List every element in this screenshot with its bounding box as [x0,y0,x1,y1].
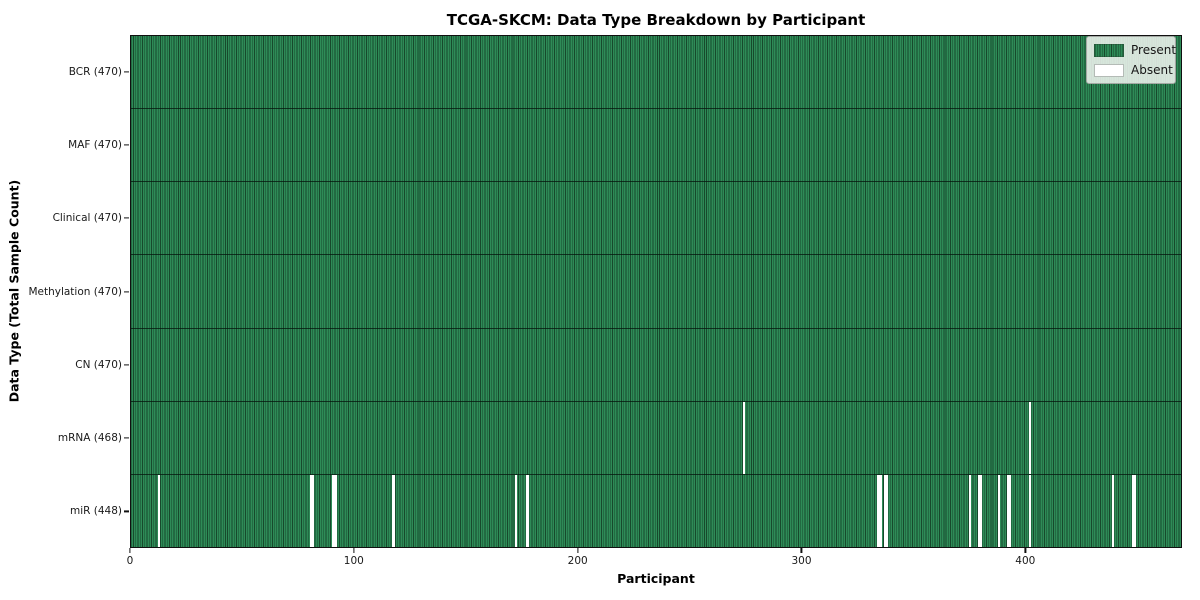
legend-swatch-present [1094,43,1124,57]
absent-mark-mir-380 [979,474,983,547]
x-tick-mark [577,548,579,553]
y-tick-label-methylation: Methylation (470) [28,285,122,298]
legend-entry-absent: Absent [1094,63,1173,77]
absent-mark-mir-81 [311,474,315,547]
heatmap-row-maf [131,108,1181,182]
x-tick-label-0: 0 [126,555,134,567]
absent-mark-mir-449 [1134,474,1137,547]
legend: Present Absent [1086,36,1176,84]
x-tick-label-100: 100 [343,555,364,567]
absent-mark-mir-439 [1111,474,1114,547]
absent-mark-mir-91 [334,474,337,547]
x-tick-label-200: 200 [567,555,588,567]
x-tick-mark [353,548,355,553]
y-tick-mark [124,437,129,439]
heatmap-row-clinical [131,181,1181,255]
absent-mark-mir-80 [309,474,312,547]
heatmap-row-mir [131,473,1181,547]
absent-mark-mir-375 [968,474,971,547]
absent-mark-mrna-402 [1029,401,1032,474]
absent-mark-mir-172 [515,474,518,547]
absent-mark-mir-338 [886,474,889,547]
heatmap-row-cn [131,327,1181,401]
absent-mark-mir-90 [332,474,335,547]
y-tick-label-bcr: BCR (470) [68,65,122,78]
y-axis-label: Data Type (Total Sample Count) [6,179,22,403]
heatmap-row-methylation [131,254,1181,328]
x-axis-label: Participant [617,571,695,586]
absent-mark-mir-177 [526,474,529,547]
absent-mark-mir-448 [1131,474,1135,547]
absent-mark-mir-392 [1006,474,1009,547]
absent-mark-mrna-274 [743,401,746,474]
legend-label-absent: Absent [1131,63,1173,77]
y-tick-label-mir: miR (448) [69,505,122,518]
absent-mark-mir-393 [1008,474,1012,547]
absent-mark-mir-337 [883,474,887,547]
absent-mark-mir-12 [157,474,161,547]
legend-swatch-absent [1094,63,1124,77]
x-tick-mark [1024,548,1026,553]
absent-mark-mir-402 [1029,474,1032,547]
y-tick-mark [124,510,129,512]
x-tick-label-300: 300 [791,555,812,567]
y-tick-mark [124,364,129,366]
absent-mark-mir-117 [392,474,395,547]
x-tick-mark [129,548,131,553]
y-tick-mark [124,290,129,293]
x-tick-mark [800,548,803,553]
absent-mark-mir-379 [977,474,980,547]
legend-label-present: Present [1131,43,1177,57]
absent-mark-mir-388 [997,474,1001,547]
y-tick-mark [124,144,129,146]
y-tick-label-mrna: mRNA (468) [57,432,122,445]
absent-mark-mir-334 [877,474,880,547]
y-tick-label-cn: CN (470) [75,358,122,371]
heatmap-row-mrna [131,400,1181,474]
legend-entry-present: Present [1094,43,1176,57]
y-tick-mark [124,217,129,219]
heatmap-plot-area [130,35,1182,548]
y-tick-label-clinical: Clinical (470) [52,212,122,225]
heatmap-row-bcr [131,36,1181,109]
y-tick-label-maf: MAF (470) [68,138,122,151]
y-tick-mark [124,71,129,73]
chart-title: TCGA-SKCM: Data Type Breakdown by Partic… [446,11,866,29]
x-tick-label-400: 400 [1015,555,1036,567]
absent-mark-mir-335 [879,474,882,547]
